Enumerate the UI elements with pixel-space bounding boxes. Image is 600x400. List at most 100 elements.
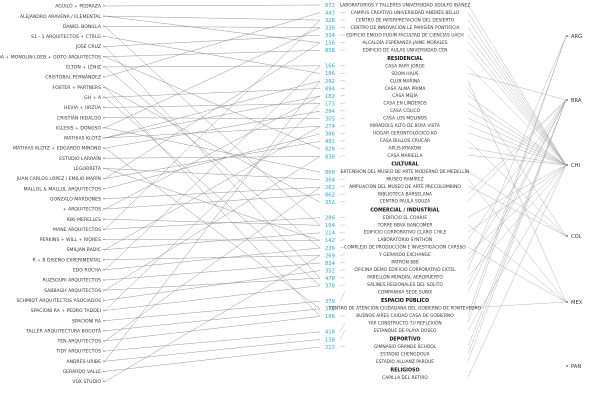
project-country-link: [467, 42, 567, 166]
architect-code-link: [104, 255, 321, 260]
architect-node: [103, 86, 105, 88]
architect-node: [103, 5, 105, 7]
architect-code-link: [104, 127, 321, 173]
project-country-link: [467, 73, 567, 101]
architect-name: S1 - 1 ARQUITECTOS + CTRLG: [31, 34, 101, 40]
project-country-link: [467, 110, 567, 166]
project-name: CASA PARY JORGE: [385, 63, 425, 69]
project-name: BIBLIOTECA BARSELANA: [378, 191, 432, 197]
architect-name: PERKINS + WILL + RIORES: [40, 237, 101, 243]
code-project-link: [339, 330, 346, 340]
project-country-link: [467, 147, 567, 166]
project-country-link: [467, 95, 567, 166]
project-code: 166: [325, 64, 335, 70]
architect-code-link: [104, 88, 321, 98]
architect-node: [103, 350, 105, 352]
architect-name: TALLER ARQUITECTURA BOGOTÁ: [25, 327, 102, 334]
architect-code-link: [104, 255, 321, 382]
project-name: OFICINA DEMO EDIFICIO CORPORATIVO EXTEL: [354, 267, 456, 273]
architect-node: [103, 259, 105, 261]
code-project-link: [339, 193, 346, 195]
architect-node: [103, 218, 105, 220]
country-code: COL: [571, 234, 582, 240]
country-list: ARG BRA CHI COL MEX PAN: [566, 34, 583, 370]
architect-code-link: [104, 26, 321, 28]
architect-code-link: [104, 270, 321, 301]
project-country-link: [467, 35, 567, 270]
architect-name: DANIEL BONILLA: [63, 24, 102, 30]
architect-code-link: [104, 168, 321, 180]
code-project-link: [339, 186, 346, 188]
architect-name: EDO ROCHA: [73, 268, 102, 274]
project-country-link: [467, 246, 567, 303]
architect-node: [103, 319, 105, 322]
project-code: 386: [325, 132, 335, 138]
architect-name: + ARQUITECTOS: [63, 207, 101, 213]
architect-name: GONZALO MARDONES: [50, 196, 101, 202]
architect-node: [103, 157, 105, 159]
category-heading: RELIGIOSO: [390, 368, 419, 374]
code-project-link: [339, 315, 346, 317]
architect-code-link: [104, 247, 321, 271]
project-name: GIMNASIO GRANDE SCHOOL: [374, 344, 437, 350]
architect-node: [103, 96, 105, 99]
project-name: BUENOS AIRES CIUDAD CASA DE GOBIERNO: [356, 313, 454, 319]
architect-node: [103, 380, 105, 383]
architect-name: HEVIA + URZÚA: [64, 104, 102, 111]
connection-lines: [104, 4, 567, 382]
project-code: 186: [325, 314, 335, 320]
project-code: 182: [325, 94, 335, 100]
code-project-link: [339, 291, 346, 302]
architect-name: ELTON + LÉNIZ: [66, 63, 101, 71]
project-code: 894: [325, 86, 336, 92]
architect-code-link: [104, 15, 321, 43]
project-name: PATRON 888: [391, 260, 418, 266]
project-country-link: [467, 178, 567, 303]
code-project-link: [339, 231, 346, 234]
code-project-link: [339, 102, 346, 104]
project-country-link: [467, 35, 567, 323]
architect-node: [103, 177, 105, 180]
project-country-link: [467, 140, 567, 237]
code-project-link: [339, 346, 346, 348]
project-country-link: [467, 88, 567, 237]
architect-code-link: [104, 42, 321, 179]
project-country-link: [467, 164, 567, 331]
project-country-link: [467, 186, 567, 237]
architect-code-link: [104, 66, 321, 249]
architect-code-link: [104, 65, 321, 271]
architect-node: [103, 167, 105, 170]
architect-name: RUZSOURI ARQUITECTOS: [43, 278, 102, 284]
code-project-link: [339, 239, 346, 241]
category-heading: ESPACIO PÚBLICO: [381, 297, 429, 304]
architect-code-link: [104, 331, 321, 352]
project-code: 305: [325, 117, 335, 123]
project-country-link: [467, 99, 567, 194]
architect-code-link: [104, 147, 321, 309]
project-country-link: [467, 164, 567, 233]
code-project-link: [339, 261, 346, 264]
architect-name: MATHIAS KLOTZ + EDGARDO MINOND: [13, 146, 101, 152]
project-name: LABORATORIOS Y TALLERES UNIVERSIDAD ADOL…: [340, 2, 471, 9]
architect-node: [103, 238, 105, 241]
architect-code-link: [104, 87, 321, 203]
architect-name: MATHIAS KLOTZ: [64, 136, 101, 142]
project-name: Y GERARDO EXCHANGE: [378, 252, 431, 258]
architect-code-link: [104, 56, 321, 150]
architect-name: ESTUDIO LARRAÍN: [59, 155, 101, 162]
architect-node: [103, 370, 105, 373]
architect-code-link: [104, 4, 321, 7]
project-country-link: [467, 125, 567, 166]
project-code: 158: [325, 337, 335, 343]
project-country-link: [467, 35, 567, 316]
architect-node: [103, 106, 105, 109]
architect-code-link: [104, 277, 321, 291]
architect-name: AGUILÓ + PEDRAZA: [55, 3, 102, 10]
project-code: 834: [325, 261, 336, 267]
project-name: EXTENSIÓN DEL MUSEO DE ARTE MODERNO DE M…: [341, 168, 470, 175]
project-country-link: [467, 132, 567, 166]
architect-code-link: [104, 141, 321, 179]
architect-code-link: [104, 19, 321, 230]
project-country-link: [467, 49, 567, 166]
project-name: EDIFICIO EMILIO PUGIN FACULTAD DE CIENCI…: [346, 32, 463, 38]
